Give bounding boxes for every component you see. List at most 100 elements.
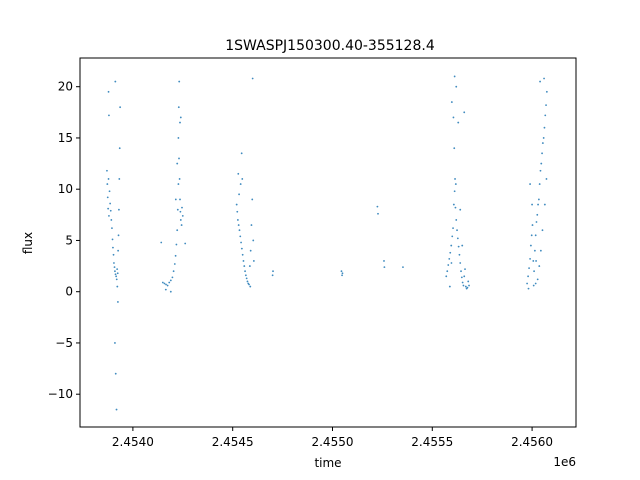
data-point: [107, 178, 110, 180]
data-point: [166, 284, 169, 287]
data-point: [241, 253, 244, 256]
data-point: [383, 266, 386, 268]
data-point: [450, 244, 453, 247]
data-point: [106, 183, 109, 185]
data-point: [184, 242, 187, 245]
data-point: [536, 278, 539, 281]
data-point: [535, 260, 537, 262]
data-point: [532, 284, 535, 287]
data-point: [459, 208, 462, 211]
x-tick-label: 2.4550: [311, 435, 353, 449]
data-point: [539, 169, 542, 172]
data-point: [539, 249, 542, 252]
data-point: [464, 285, 467, 288]
data-point: [448, 258, 451, 260]
data-point: [179, 116, 182, 119]
data-point: [450, 262, 453, 264]
data-point: [111, 238, 114, 241]
data-point: [240, 241, 242, 244]
data-point: [249, 249, 252, 252]
data-point: [456, 237, 459, 240]
data-point: [252, 260, 255, 262]
data-point: [545, 90, 548, 93]
data-point: [530, 234, 533, 237]
data-point: [463, 275, 466, 278]
x-axis-label: time: [314, 456, 341, 470]
data-point: [116, 268, 119, 271]
data-point: [107, 207, 110, 210]
data-point: [118, 178, 121, 180]
data-point: [341, 274, 343, 277]
data-point: [248, 265, 251, 267]
y-axis-label: flux: [21, 232, 35, 254]
data-point: [180, 224, 183, 226]
data-point: [176, 208, 179, 211]
data-point: [179, 121, 181, 124]
data-point: [178, 178, 181, 180]
data-point: [462, 284, 465, 287]
data-point: [455, 219, 458, 221]
data-point: [531, 203, 533, 206]
data-point: [452, 116, 455, 119]
data-point: [450, 101, 453, 103]
data-point: [527, 287, 530, 290]
data-point: [118, 147, 121, 150]
data-point: [109, 209, 112, 212]
y-tick-label: −10: [48, 387, 73, 401]
data-point: [528, 267, 530, 270]
data-point: [168, 281, 171, 284]
data-point: [455, 85, 458, 88]
y-tick-label: 10: [58, 182, 73, 196]
data-point: [543, 203, 546, 206]
data-point: [461, 244, 464, 247]
data-point: [457, 245, 460, 248]
data-point: [454, 183, 457, 185]
data-point: [240, 247, 243, 250]
data-point: [114, 270, 116, 273]
data-point: [453, 147, 456, 150]
data-point: [237, 172, 240, 175]
data-point: [534, 234, 537, 237]
data-point: [544, 114, 547, 117]
data-point: [108, 190, 111, 193]
x-tick-label: 2.4560: [511, 435, 553, 449]
data-point: [239, 235, 242, 238]
data-point: [376, 205, 379, 208]
data-point: [245, 277, 248, 280]
x-tick-label: 2.4555: [411, 435, 453, 449]
scatter-points: [106, 75, 548, 411]
data-point: [447, 264, 450, 266]
data-point: [243, 265, 246, 267]
data-point: [250, 224, 253, 226]
data-point: [468, 284, 470, 287]
data-point: [179, 198, 181, 201]
data-point: [171, 276, 174, 279]
data-point: [173, 263, 176, 265]
data-point: [176, 162, 179, 165]
data-point: [109, 202, 112, 205]
data-point: [176, 229, 179, 232]
data-point: [383, 260, 385, 262]
data-point: [445, 275, 448, 278]
data-point: [446, 270, 449, 273]
data-point: [251, 198, 254, 201]
data-point: [545, 104, 547, 107]
data-point: [114, 372, 117, 375]
x-axis-ticks: 2.4540 2.4545 2.4550 2.4555 2.4560: [112, 427, 553, 449]
data-point: [538, 265, 541, 267]
data-point: [537, 203, 539, 206]
data-point: [114, 342, 116, 344]
data-point: [244, 270, 246, 273]
data-point: [532, 260, 535, 262]
data-point: [249, 285, 252, 288]
data-point: [106, 196, 109, 199]
data-point: [540, 162, 543, 165]
data-point: [541, 152, 543, 155]
data-point: [463, 111, 466, 114]
data-point: [538, 183, 541, 185]
data-point: [160, 241, 163, 244]
data-point: [174, 254, 177, 257]
data-point: [169, 290, 172, 293]
data-point: [545, 178, 548, 180]
